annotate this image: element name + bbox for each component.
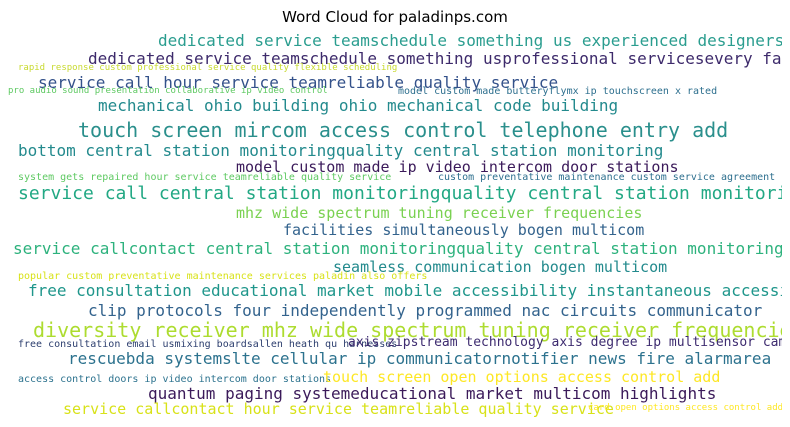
cloud-word: model custom made butteryflymx ip touchs… [398,86,718,97]
cloud-word: service callcontact central station moni… [13,239,782,258]
cloud-word: free consultation email usmixing boardsa… [18,339,398,350]
cloud-word: axis zipstream technology axis degree ip… [348,335,782,350]
cloud-word: mhz wide spectrum tuning receiver freque… [236,204,643,222]
cloud-word: service callcontact hour service teamrel… [63,400,614,418]
cloud-word: touch screen mircom access control telep… [78,118,729,142]
cloud-word: rescuebda systemslte cellular ip communi… [68,349,772,368]
cloud-word: mechanical ohio building ohio mechanical… [98,96,619,115]
cloud-word: free consultation educational market mob… [28,281,782,300]
cloud-word: facilities simultaneously bogen multicom [283,221,645,239]
cloud-word: bottom central station monitoringquality… [18,141,664,160]
cloud-word: seamless communication bogen multicom [333,258,668,276]
cloud-word: diversity receiver mhz wide spectrum tun… [33,318,782,342]
chart-title: Word Cloud for paladinps.com [282,8,508,26]
cloud-word: touch screen open options access control… [323,368,721,386]
cloud-word: custom preventative maintenance custom s… [438,172,776,183]
cloud-word: quantum paging systemeducational market … [148,384,717,403]
word-cloud: dedicated service teamschedule something… [8,30,782,418]
cloud-word: card open options access control add [588,403,782,413]
cloud-word: pro audio sound presentation collaborati… [8,86,328,96]
cloud-word: service call hour service teamreliable q… [38,73,559,92]
cloud-word: service call central station monitoringq… [18,183,782,204]
cloud-word: clip protocols four independently progra… [88,301,763,320]
cloud-word: dedicated service teamschedule something… [158,31,782,50]
cloud-word: model custom made ip video intercom door… [236,158,679,176]
cloud-word: rapid response custom professional servi… [18,63,398,73]
cloud-word: system gets repaired hour service teamre… [18,172,392,183]
cloud-word: dedicated service teamschedule something… [88,49,782,68]
cloud-word: access control doors ip video intercom d… [18,374,332,385]
cloud-word: popular custom preventative maintenance … [18,271,428,282]
